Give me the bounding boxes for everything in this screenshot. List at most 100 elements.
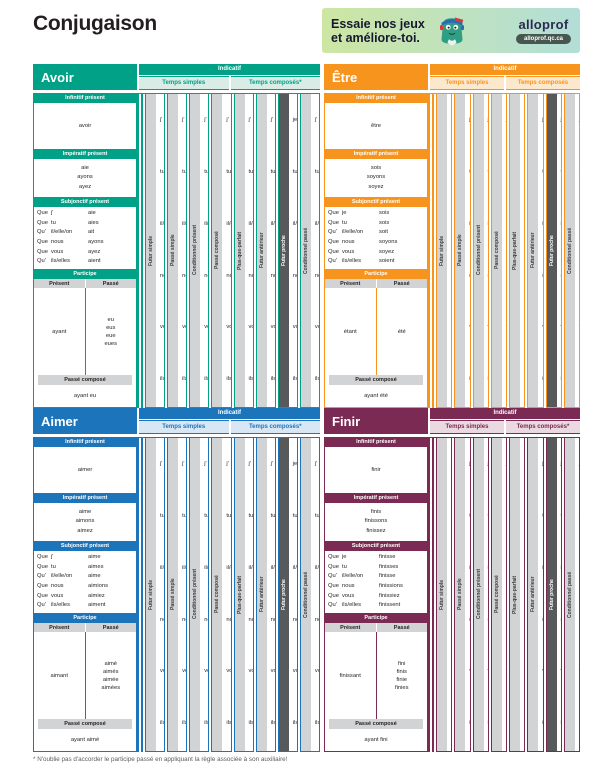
pronoun: nous bbox=[506, 617, 507, 624]
pronoun: vous bbox=[542, 669, 543, 675]
conjugation-row: vousavezaimé bbox=[226, 668, 230, 675]
participe-passe-form: finie bbox=[396, 676, 408, 683]
pronoun: il/elle/on bbox=[524, 221, 525, 228]
brand-wordmark: alloprof bbox=[518, 17, 569, 32]
tense-label: Futur proche bbox=[546, 438, 557, 751]
pronoun: il/elle/on bbox=[579, 221, 580, 228]
participe-present-value: finissant bbox=[339, 672, 361, 679]
conjugation-row: ils/ellesontfini bbox=[506, 720, 507, 727]
conjugation-row: il/elle/onvaavoir bbox=[293, 221, 297, 228]
conjugation-row: nousauronsété bbox=[542, 273, 543, 280]
conjugation-row: jefinirais bbox=[488, 461, 489, 468]
pronoun: tu bbox=[292, 168, 298, 175]
pronoun: nous bbox=[579, 617, 580, 624]
pronoun: vous bbox=[51, 248, 64, 255]
pronoun: ils/elles bbox=[160, 376, 164, 383]
conjugation-row: ils/ellesfiniraient bbox=[488, 720, 489, 727]
pronoun: vous bbox=[292, 324, 297, 331]
conjugation-row: tuasfini bbox=[506, 513, 507, 520]
pronoun: vous bbox=[182, 668, 186, 675]
pronoun: tu bbox=[51, 563, 56, 570]
pronoun: j' bbox=[248, 461, 251, 468]
pronoun: vous bbox=[451, 325, 452, 331]
pronoun: ils/elles bbox=[204, 376, 208, 383]
conjugation-row: nousfûmes bbox=[469, 273, 470, 280]
passe-compose-infinitif-value: ayant eu bbox=[73, 393, 97, 399]
pronoun: ils/elles bbox=[506, 720, 507, 727]
imperatif-form: finissons bbox=[364, 518, 388, 525]
conjugation-row: nousavionsaimé bbox=[249, 617, 253, 624]
pronoun: vous bbox=[469, 669, 470, 675]
pronoun: je bbox=[561, 117, 562, 124]
conjugation-row: ils/elleseurent bbox=[182, 376, 186, 383]
pronoun: vous bbox=[226, 668, 230, 675]
participe-subheader: Présent Passé bbox=[325, 279, 427, 288]
conjugation-row: nousaurionseu bbox=[315, 273, 319, 280]
pronoun: tu bbox=[204, 168, 210, 175]
pronoun: il/elle/on bbox=[488, 565, 489, 572]
conjugation-row: il/elle/onvafinir bbox=[561, 565, 562, 572]
participe-header: Participe bbox=[325, 613, 427, 623]
tense-block: Futur simple j'aimerai tuaimeras il/elle/on… bbox=[145, 438, 166, 752]
conjugation-row: nousaurions bbox=[204, 273, 208, 280]
tense-block: Futur simple jeserai tuseras il/elle/onsera… bbox=[436, 94, 453, 408]
conjugation-row: ils/ellesvontfinir bbox=[561, 720, 562, 727]
participe-header: Participe bbox=[34, 269, 136, 279]
pronoun: nous bbox=[248, 272, 253, 279]
pronoun: nous bbox=[51, 582, 64, 589]
promo-banner[interactable]: Essaie nos jeux et améliore-toi. allopro… bbox=[322, 8, 580, 53]
conjugation-row: tuvasaimer bbox=[293, 513, 297, 520]
conjunction: Que bbox=[328, 563, 339, 570]
nonfinite-column: Infinitif présent finir Impératif présent f… bbox=[324, 437, 428, 752]
pronoun: tu bbox=[226, 512, 232, 519]
verb-form: aimiez bbox=[88, 592, 105, 599]
tense-rows: j'avaisfini tuavaisfini il/elle/onavaitfin… bbox=[520, 438, 525, 751]
tense-type-header: Temps simples Temps composés* bbox=[430, 420, 580, 434]
tense-type-header: Temps simples Temps composés bbox=[430, 76, 580, 90]
pronoun: je bbox=[292, 461, 298, 468]
pronoun: tu bbox=[451, 169, 452, 176]
participe-subheader: Présent Passé bbox=[325, 623, 427, 632]
tense-block: Futur proche jevaisêtre tuvasêtre il/elle/o… bbox=[545, 94, 562, 408]
verb-form: finisses bbox=[379, 563, 399, 570]
conjugation-row: j'auraiété bbox=[542, 117, 544, 124]
subjonctif-present-header: Subjonctif présent bbox=[325, 197, 427, 207]
pronoun: nous bbox=[488, 273, 489, 280]
pronoun: il/elle/on bbox=[342, 229, 364, 236]
pronoun: j' bbox=[542, 117, 544, 124]
tense-label: Futur proche bbox=[546, 94, 557, 407]
conjugation-row: ils/ellesaimeraient bbox=[204, 720, 208, 727]
pronoun: j' bbox=[248, 117, 251, 124]
passe-compose-infinitif-value: ayant été bbox=[364, 393, 388, 399]
temps-composes-label: Temps composés bbox=[506, 76, 580, 90]
subjonctif-present-header: Subjonctif présent bbox=[34, 541, 136, 551]
conjugation-row: vousaimerez bbox=[160, 669, 164, 675]
pronoun: vous bbox=[561, 669, 562, 675]
imperatif-form: aie bbox=[81, 165, 89, 172]
tense-block: Présentj'aimetuaimesil/elle/onaimenousai… bbox=[137, 438, 139, 752]
participe-passe-form: fini bbox=[398, 660, 406, 667]
pronoun: il/elle/on bbox=[160, 564, 165, 571]
pronoun: vous bbox=[579, 669, 580, 675]
pronoun: vous bbox=[542, 325, 543, 331]
pronoun: ils/elles bbox=[226, 720, 230, 727]
conjugation-row: il/elle/onavaiteu bbox=[249, 221, 253, 228]
pronoun: il/elle/on bbox=[542, 221, 543, 228]
infinitif-present-header: Infinitif présent bbox=[34, 437, 136, 447]
participe-passe-form: eus bbox=[106, 324, 116, 331]
conjugation-row: vousseriez bbox=[488, 325, 489, 331]
tense-label: Futur antérieur bbox=[528, 438, 539, 751]
conjugation-row: j'auraifini bbox=[542, 461, 543, 468]
conjugation-row: vousaviezaimé bbox=[249, 669, 253, 675]
conjugation-row: ils/ellesvontaimer bbox=[293, 720, 297, 727]
pronoun: j' bbox=[578, 461, 580, 468]
conjugation-row: tuvasêtre bbox=[561, 169, 562, 176]
pronoun: nous bbox=[226, 616, 230, 623]
pronoun: vous bbox=[579, 325, 580, 331]
conjugation-row: tuaurasaimé bbox=[271, 513, 275, 520]
pronoun: il/elle/on bbox=[561, 221, 562, 228]
pronoun: j' bbox=[270, 117, 274, 124]
pronoun: ils/elles bbox=[51, 258, 71, 265]
